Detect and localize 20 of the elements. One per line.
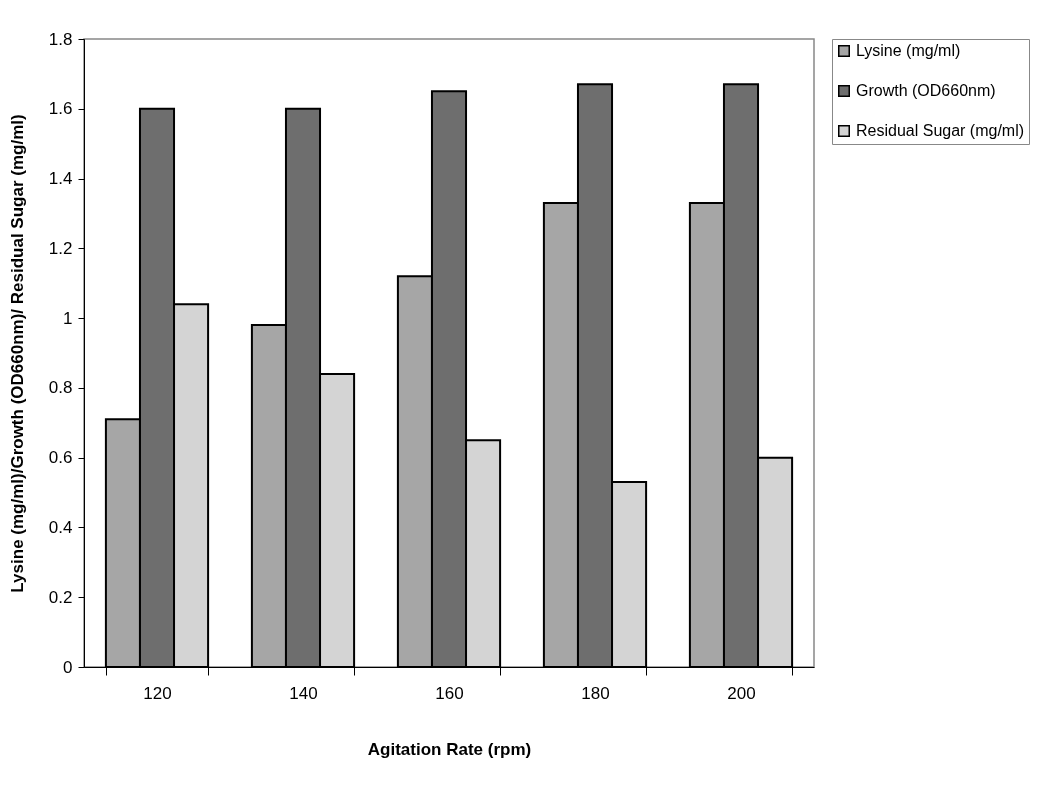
y-tick-label: 0.2 xyxy=(48,587,73,607)
y-axis-title: Lysine (mg/ml)/Growth (OD660nm)/ Residual Sugar (mg/ml) xyxy=(7,114,27,593)
y-tick-label: 0.8 xyxy=(48,378,73,398)
y-tick-label: 1.2 xyxy=(48,238,73,258)
legend-label: Growth (OD660nm) xyxy=(856,82,996,99)
y-tick-label: 1.4 xyxy=(48,169,73,189)
y-tick-label: 1.6 xyxy=(48,99,73,119)
x-axis-title: Agitation Rate (rpm) xyxy=(367,739,532,759)
y-tick-label: 0.6 xyxy=(48,448,73,468)
x-tick-label: 140 xyxy=(289,683,318,703)
y-tick-label: 0.4 xyxy=(48,517,73,537)
x-tick-label: 160 xyxy=(435,683,464,703)
x-tick-label: 180 xyxy=(581,683,610,703)
y-tick-label: 1.8 xyxy=(48,29,73,49)
x-tick-label: 120 xyxy=(143,683,172,703)
x-tick-label: 200 xyxy=(727,683,756,703)
y-tick-label: 1 xyxy=(63,308,73,328)
legend-label: Residual Sugar (mg/ml) xyxy=(856,122,1025,139)
y-tick-label: 0 xyxy=(63,657,73,677)
legend-label: Lysine (mg/ml) xyxy=(856,42,961,59)
